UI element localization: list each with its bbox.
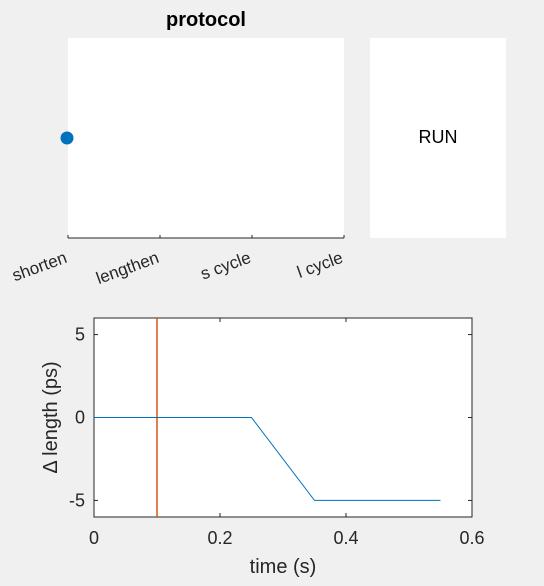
chart-x-axis-label: time (s) bbox=[250, 556, 317, 578]
protocol-option-l-cycle[interactable]: l cycle bbox=[294, 248, 345, 282]
chart-ticks bbox=[94, 318, 472, 517]
protocol-ticks bbox=[68, 235, 344, 238]
chart-tick-labels: 0 0.2 0.4 0.650-5 bbox=[69, 325, 485, 548]
chart-plot-area bbox=[94, 318, 472, 517]
x-tick-label: 0.2 bbox=[207, 528, 232, 548]
protocol-option-labels[interactable]: shorten lengthen s cycle l cycle bbox=[10, 248, 346, 288]
protocol-option-lengthen[interactable]: lengthen bbox=[94, 248, 162, 288]
protocol-option-shorten[interactable]: shorten bbox=[10, 248, 70, 285]
y-tick-label: 0 bbox=[75, 408, 85, 428]
length-series-line bbox=[94, 418, 441, 501]
chart-series bbox=[94, 418, 441, 501]
protocol-option-s-cycle[interactable]: s cycle bbox=[198, 248, 253, 284]
chart-y-axis-label: Δ length (ps) bbox=[40, 361, 62, 473]
chart-box bbox=[94, 318, 472, 517]
y-tick-label: -5 bbox=[69, 490, 85, 510]
x-tick-label: 0.4 bbox=[333, 528, 358, 548]
x-tick-label: 0.6 bbox=[459, 528, 484, 548]
protocol-selected-marker[interactable] bbox=[61, 132, 74, 145]
y-tick-label: 5 bbox=[75, 325, 85, 345]
x-tick-label: 0 bbox=[89, 528, 99, 548]
run-button[interactable]: RUN bbox=[370, 38, 506, 238]
run-button-label: RUN bbox=[370, 127, 506, 148]
chart-frame bbox=[94, 318, 472, 517]
